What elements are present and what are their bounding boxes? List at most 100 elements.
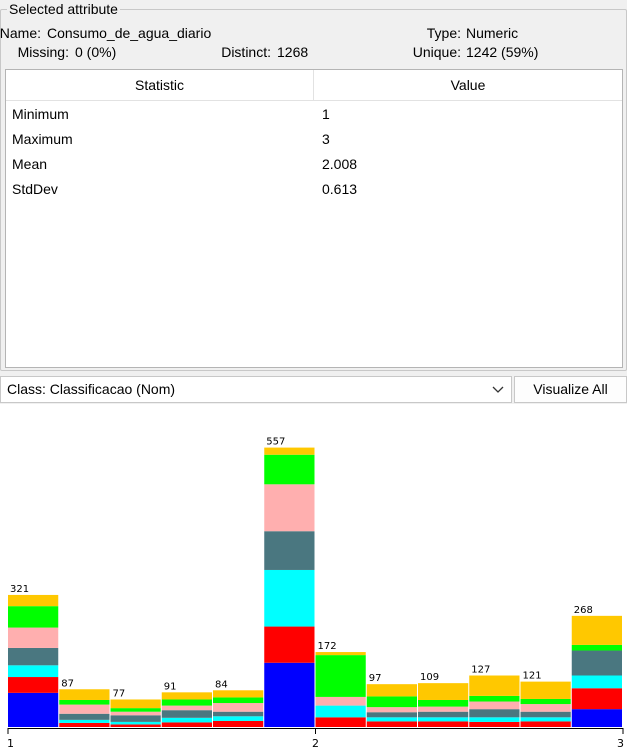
histogram-bar-segment: [418, 711, 469, 718]
distinct-label: Distinct:: [221, 44, 271, 60]
x-axis-tick-label: 3: [617, 737, 624, 750]
histogram-bar-segment: [59, 689, 110, 700]
histogram-bar-segment: [161, 699, 212, 706]
table-header: Statistic Value: [6, 70, 622, 101]
name-value: Consumo_de_agua_diario: [47, 25, 212, 41]
histogram-bar-segment: [264, 662, 315, 727]
histogram-bar-segment: [469, 701, 520, 710]
histogram-bar-segment: [8, 606, 59, 628]
histogram-bar-segment: [571, 709, 622, 727]
table-row[interactable]: StdDev 0.613: [6, 177, 622, 202]
visualize-all-button[interactable]: Visualize All: [514, 376, 627, 403]
histogram-bar-segment: [8, 665, 59, 678]
table-row[interactable]: Minimum 1: [6, 102, 622, 127]
histogram-bar-segment: [315, 655, 366, 697]
histogram-bar-segment: [213, 711, 264, 717]
histogram-bar-segment: [469, 721, 520, 727]
bar-count-label: 121: [523, 671, 542, 682]
panel-title: Selected attribute: [7, 1, 120, 18]
missing-value: 0 (0%): [75, 44, 117, 60]
column-header-value[interactable]: Value: [450, 77, 486, 93]
histogram-bar-segment: [520, 717, 571, 722]
histogram-bar-segment: [8, 692, 59, 727]
histogram-bar-segment: [520, 704, 571, 712]
histogram-bar-segment: [213, 703, 264, 712]
histogram-bar-segment: [366, 684, 417, 697]
histogram-bar-segment: [469, 675, 520, 696]
histogram-bar-segment: [213, 716, 264, 721]
histogram-bar-segment: [59, 713, 110, 720]
histogram-bar-segment: [520, 698, 571, 705]
value-cell: 3: [322, 131, 330, 147]
histogram-bar-segment: [571, 650, 622, 676]
statistic-cell: Maximum: [12, 131, 73, 147]
histogram-bar-segment: [213, 720, 264, 727]
column-header-statistic[interactable]: Statistic: [6, 70, 314, 101]
histogram-bar-segment: [8, 594, 59, 607]
histogram-bar-segment: [110, 699, 161, 709]
histogram-bar-segment: [418, 683, 469, 700]
histogram-bar-segment: [264, 447, 315, 455]
type-label: Type:: [426, 25, 461, 41]
bar-count-label: 97: [369, 673, 382, 684]
histogram-bar-segment: [366, 696, 417, 708]
unique-value: 1242 (59%): [466, 44, 539, 60]
histogram-bar-segment: [161, 722, 212, 727]
histogram-bar-segment: [520, 711, 571, 718]
histogram-bar-segment: [418, 699, 469, 707]
statistic-cell: Minimum: [12, 106, 69, 122]
histogram-bar-segment: [161, 705, 212, 711]
histogram-bar-segment: [469, 695, 520, 702]
class-selector-label: Class: Classificacao (Nom): [7, 381, 176, 397]
statistic-cell: StdDev: [12, 181, 58, 197]
histogram-bar-segment: [366, 721, 417, 727]
histogram-bar-segment: [213, 697, 264, 704]
histogram-bar-segment: [59, 704, 110, 714]
value-cell: 2.008: [322, 156, 358, 172]
histogram-bar-segment: [571, 644, 622, 651]
histogram-bar-segment: [418, 706, 469, 712]
histogram-bar-segment: [418, 721, 469, 727]
histogram-bar-segment: [315, 705, 366, 718]
histogram-bar-segment: [366, 712, 417, 718]
histogram-bar-segment: [366, 717, 417, 722]
histogram-bar-segment: [469, 709, 520, 718]
histogram-bar-segment: [110, 708, 161, 712]
histogram-bar-segment: [315, 696, 366, 706]
value-cell: 0.613: [322, 181, 358, 197]
histogram-bar-segment: [59, 699, 110, 705]
histogram-bar-segment: [8, 627, 59, 648]
statistic-cell: Mean: [12, 156, 48, 172]
bar-count-label: 77: [113, 688, 126, 699]
type-value: Numeric: [466, 25, 519, 41]
histogram-bar-segment: [110, 724, 161, 727]
class-selector-dropdown[interactable]: Class: Classificacao (Nom): [0, 376, 512, 403]
table-row[interactable]: Mean 2.008: [6, 152, 622, 177]
distinct-value: 1268: [277, 44, 309, 60]
histogram-bar-segment: [571, 615, 622, 645]
histogram-bar-segment: [418, 717, 469, 722]
histogram-bar-segment: [366, 707, 417, 713]
histogram-bar-segment: [8, 677, 59, 693]
name-label: Name:: [0, 25, 41, 41]
histogram-bar-segment: [264, 569, 315, 627]
bar-count-label: 109: [420, 672, 439, 683]
bar-count-label: 91: [164, 681, 177, 692]
unique-label: Unique:: [412, 44, 461, 60]
histogram-bar-segment: [110, 711, 161, 716]
histogram-bar-segment: [161, 717, 212, 723]
histogram-bar-segment: [264, 626, 315, 663]
histogram-svg: 321 87 77 91 84 557 172 97 109 127 121 268 1 2 3: [7, 437, 624, 750]
histogram-bar-segment: [161, 710, 212, 718]
histogram-bar-segment: [110, 715, 161, 722]
class-histogram: 321 87 77 91 84 557 172 97 109 127 121 268 1 2 3: [0, 404, 627, 752]
bar-count-label: 127: [471, 665, 490, 676]
histogram-bar-segment: [520, 681, 571, 699]
histogram-bar-segment: [571, 688, 622, 710]
histogram-bar-segment: [520, 721, 571, 727]
bar-count-label: 172: [318, 641, 337, 652]
bar-count-label: 87: [61, 678, 74, 689]
x-axis-tick-label: 2: [312, 737, 319, 750]
table-row[interactable]: Maximum 3: [6, 127, 622, 152]
histogram-bar-segment: [8, 647, 59, 666]
